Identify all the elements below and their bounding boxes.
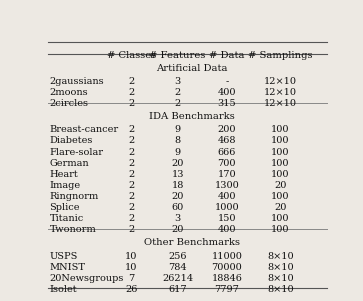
Text: Other Benchmarks: Other Benchmarks xyxy=(144,238,240,247)
Text: 2: 2 xyxy=(128,192,134,201)
Text: 2: 2 xyxy=(128,77,134,86)
Text: -: - xyxy=(225,77,228,86)
Text: 2: 2 xyxy=(175,99,181,108)
Text: 700: 700 xyxy=(217,159,236,168)
Text: 7797: 7797 xyxy=(215,285,239,294)
Text: 26: 26 xyxy=(125,285,137,294)
Text: 8×10: 8×10 xyxy=(267,252,294,261)
Text: 8×10: 8×10 xyxy=(267,263,294,272)
Text: Twonorm: Twonorm xyxy=(50,225,96,234)
Text: Image: Image xyxy=(50,181,81,190)
Text: Breast-cancer: Breast-cancer xyxy=(50,125,119,134)
Text: 10: 10 xyxy=(125,263,137,272)
Text: 150: 150 xyxy=(217,214,236,223)
Text: Artificial Data: Artificial Data xyxy=(156,64,227,73)
Text: 100: 100 xyxy=(271,159,290,168)
Text: 100: 100 xyxy=(271,192,290,201)
Text: 2: 2 xyxy=(128,203,134,212)
Text: 100: 100 xyxy=(271,136,290,145)
Text: 400: 400 xyxy=(217,225,236,234)
Text: 8: 8 xyxy=(175,136,181,145)
Text: 3: 3 xyxy=(175,77,181,86)
Text: 400: 400 xyxy=(217,192,236,201)
Text: 315: 315 xyxy=(217,99,236,108)
Text: 100: 100 xyxy=(271,147,290,157)
Text: 2: 2 xyxy=(128,147,134,157)
Text: Ringnorm: Ringnorm xyxy=(50,192,99,201)
Text: 70000: 70000 xyxy=(212,263,242,272)
Text: 13: 13 xyxy=(171,170,184,179)
Text: 468: 468 xyxy=(217,136,236,145)
Text: 2: 2 xyxy=(175,88,181,97)
Text: 18: 18 xyxy=(171,181,184,190)
Text: 12×10: 12×10 xyxy=(264,88,297,97)
Text: 2moons: 2moons xyxy=(50,88,88,97)
Text: IDA Benchmarks: IDA Benchmarks xyxy=(149,112,234,121)
Text: 7: 7 xyxy=(128,274,134,283)
Text: 8×10: 8×10 xyxy=(267,274,294,283)
Text: 2: 2 xyxy=(128,88,134,97)
Text: 20Newsgroups: 20Newsgroups xyxy=(50,274,124,283)
Text: 256: 256 xyxy=(168,252,187,261)
Text: German: German xyxy=(50,159,89,168)
Text: 8×10: 8×10 xyxy=(267,285,294,294)
Text: 2: 2 xyxy=(128,99,134,108)
Text: 2: 2 xyxy=(128,159,134,168)
Text: 1000: 1000 xyxy=(215,203,239,212)
Text: 2circles: 2circles xyxy=(50,99,89,108)
Text: Diabetes: Diabetes xyxy=(50,136,93,145)
Text: 100: 100 xyxy=(271,125,290,134)
Text: USPS: USPS xyxy=(50,252,78,261)
Text: 12×10: 12×10 xyxy=(264,99,297,108)
Text: 20: 20 xyxy=(171,225,184,234)
Text: 20: 20 xyxy=(171,192,184,201)
Text: Flare-solar: Flare-solar xyxy=(50,147,103,157)
Text: 1300: 1300 xyxy=(215,181,239,190)
Text: Splice: Splice xyxy=(50,203,80,212)
Text: 2: 2 xyxy=(128,136,134,145)
Text: 3: 3 xyxy=(175,214,181,223)
Text: 2: 2 xyxy=(128,125,134,134)
Text: 60: 60 xyxy=(171,203,184,212)
Text: # Data: # Data xyxy=(209,51,245,61)
Text: 20: 20 xyxy=(274,181,286,190)
Text: 9: 9 xyxy=(175,125,181,134)
Text: 9: 9 xyxy=(175,147,181,157)
Text: MNIST: MNIST xyxy=(50,263,86,272)
Text: Isolet: Isolet xyxy=(50,285,77,294)
Text: 100: 100 xyxy=(271,170,290,179)
Text: 20: 20 xyxy=(171,159,184,168)
Text: # Classes: # Classes xyxy=(107,51,156,61)
Text: 400: 400 xyxy=(217,88,236,97)
Text: 784: 784 xyxy=(168,263,187,272)
Text: # Features: # Features xyxy=(150,51,206,61)
Text: 617: 617 xyxy=(168,285,187,294)
Text: 170: 170 xyxy=(217,170,236,179)
Text: 100: 100 xyxy=(271,225,290,234)
Text: 2: 2 xyxy=(128,214,134,223)
Text: 2: 2 xyxy=(128,181,134,190)
Text: 11000: 11000 xyxy=(211,252,242,261)
Text: 200: 200 xyxy=(217,125,236,134)
Text: 20: 20 xyxy=(274,203,286,212)
Text: 2gaussians: 2gaussians xyxy=(50,77,104,86)
Text: 12×10: 12×10 xyxy=(264,77,297,86)
Text: Titanic: Titanic xyxy=(50,214,84,223)
Text: 666: 666 xyxy=(218,147,236,157)
Text: 10: 10 xyxy=(125,252,137,261)
Text: # Samplings: # Samplings xyxy=(248,51,313,61)
Text: 18846: 18846 xyxy=(211,274,242,283)
Text: Heart: Heart xyxy=(50,170,78,179)
Text: 26214: 26214 xyxy=(162,274,193,283)
Text: 100: 100 xyxy=(271,214,290,223)
Text: 2: 2 xyxy=(128,170,134,179)
Text: 2: 2 xyxy=(128,225,134,234)
